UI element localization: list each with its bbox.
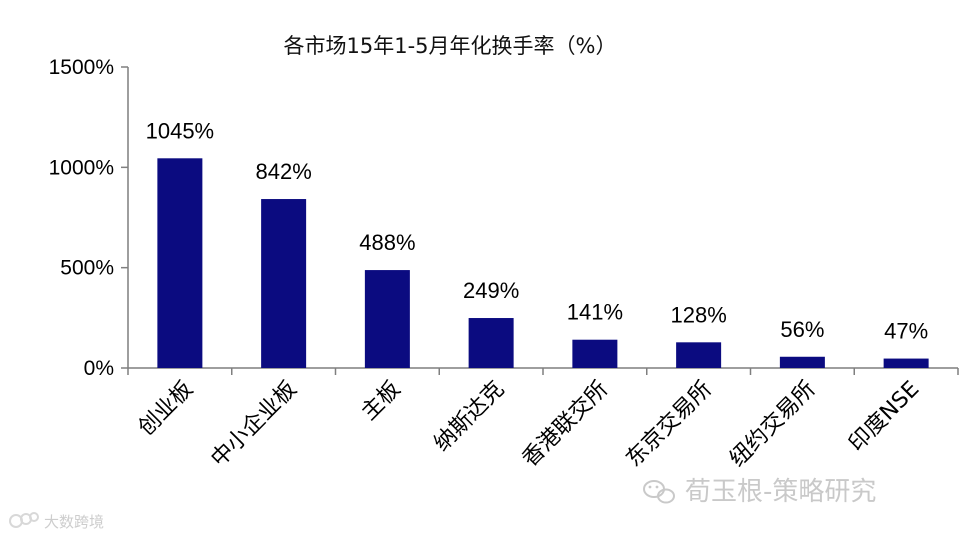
data-label: 249% xyxy=(463,278,519,303)
wechat-icon xyxy=(643,480,675,504)
chart-title: 各市场15年1-5月年化换手率（%） xyxy=(284,34,617,58)
data-label: 128% xyxy=(670,302,726,327)
data-label: 1045% xyxy=(146,118,215,143)
bar xyxy=(676,342,722,368)
data-label: 47% xyxy=(884,319,928,344)
y-tick-label: 500% xyxy=(60,257,114,280)
site-logo-icon xyxy=(9,512,39,528)
category-label: 印度NSE xyxy=(844,377,924,457)
x-axis xyxy=(127,367,959,375)
category-label: 纳斯达克 xyxy=(429,377,509,457)
category-labels: 创业板 中小企业板 主板 纳斯达克 香港联交所 东京交易所 纽约交易所 印度NSE xyxy=(134,377,925,472)
bar xyxy=(261,199,307,368)
category-label: 纽约交易所 xyxy=(725,377,820,472)
y-axis: 0% 500% 1000% 1500% xyxy=(49,56,129,380)
data-label: 488% xyxy=(359,230,415,255)
data-label: 141% xyxy=(567,300,623,325)
bar xyxy=(779,356,825,368)
category-label: 东京交易所 xyxy=(621,377,716,472)
data-labels: 1045% 842% 488% 249% 141% 128% 56% 47% xyxy=(146,118,929,343)
bar xyxy=(157,158,203,368)
category-label: 中小企业板 xyxy=(206,377,301,472)
wechat-watermark: 荀玉根-策略研究 xyxy=(643,477,876,507)
bar xyxy=(364,270,410,368)
wechat-account-watermark: 荀玉根-策略研究 xyxy=(685,477,876,507)
bar xyxy=(572,339,618,368)
data-label: 842% xyxy=(255,159,311,184)
y-tick-label: 1500% xyxy=(49,56,114,79)
site-watermark: 大数跨境 xyxy=(9,512,104,531)
category-label: 主板 xyxy=(357,377,406,426)
y-tick-label: 1000% xyxy=(49,156,114,179)
bar xyxy=(883,358,929,368)
y-tick-label: 0% xyxy=(84,357,114,380)
category-label: 创业板 xyxy=(134,377,198,441)
site-watermark-text: 大数跨境 xyxy=(44,513,104,531)
data-label: 56% xyxy=(780,317,824,342)
bar-series xyxy=(157,158,929,368)
category-label: 香港联交所 xyxy=(518,377,613,472)
bar xyxy=(468,318,514,368)
